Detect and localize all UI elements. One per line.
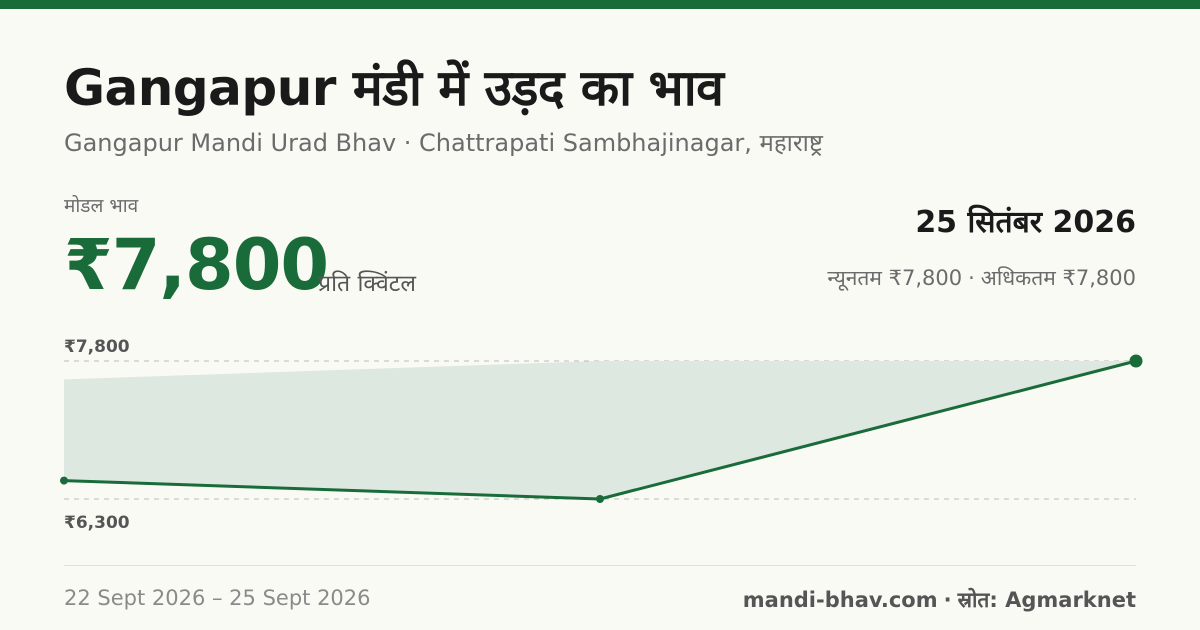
modal-price-label: मोडल भाव [64,195,139,217]
data-point-1 [60,476,68,485]
range-separator: · [968,266,975,290]
data-points [60,354,1143,503]
data-source: स्रोत: Agmarknet [957,588,1136,612]
price-range-band [64,361,1136,499]
max-price: अधिकतम ₹7,800 [980,266,1136,290]
footer-credits: mandi-bhav.com · स्रोत: Agmarknet [743,586,1136,614]
page-title: Gangapur मंडी में उड़द का भाव [64,59,724,117]
price-unit: प्रति क्विंटल [318,271,416,297]
footer-date-range: 22 Sept 2026 – 25 Sept 2026 [64,586,371,610]
top-accent-bar [0,0,1200,9]
footer-divider [64,565,1136,566]
site-name: mandi-bhav.com [742,588,938,612]
modal-price-value: ₹7,800 [64,224,329,306]
page-subtitle: Gangapur Mandi Urad Bhav · Chattrapati S… [64,129,823,157]
credits-separator: · [943,588,952,612]
min-price: न्यूनतम ₹7,800 [827,266,963,290]
y-tick-label-max: ₹7,800 [64,337,130,357]
price-date: 25 सितंबर 2026 [915,205,1136,240]
y-tick-label-min: ₹6,300 [64,513,130,533]
price-range: न्यूनतम ₹7,800 · अधिकतम ₹7,800 [827,264,1136,292]
data-point-3 [1129,354,1143,368]
price-trend-chart: ₹7,800 ₹6,300 [60,337,1143,533]
data-point-2 [596,495,604,503]
